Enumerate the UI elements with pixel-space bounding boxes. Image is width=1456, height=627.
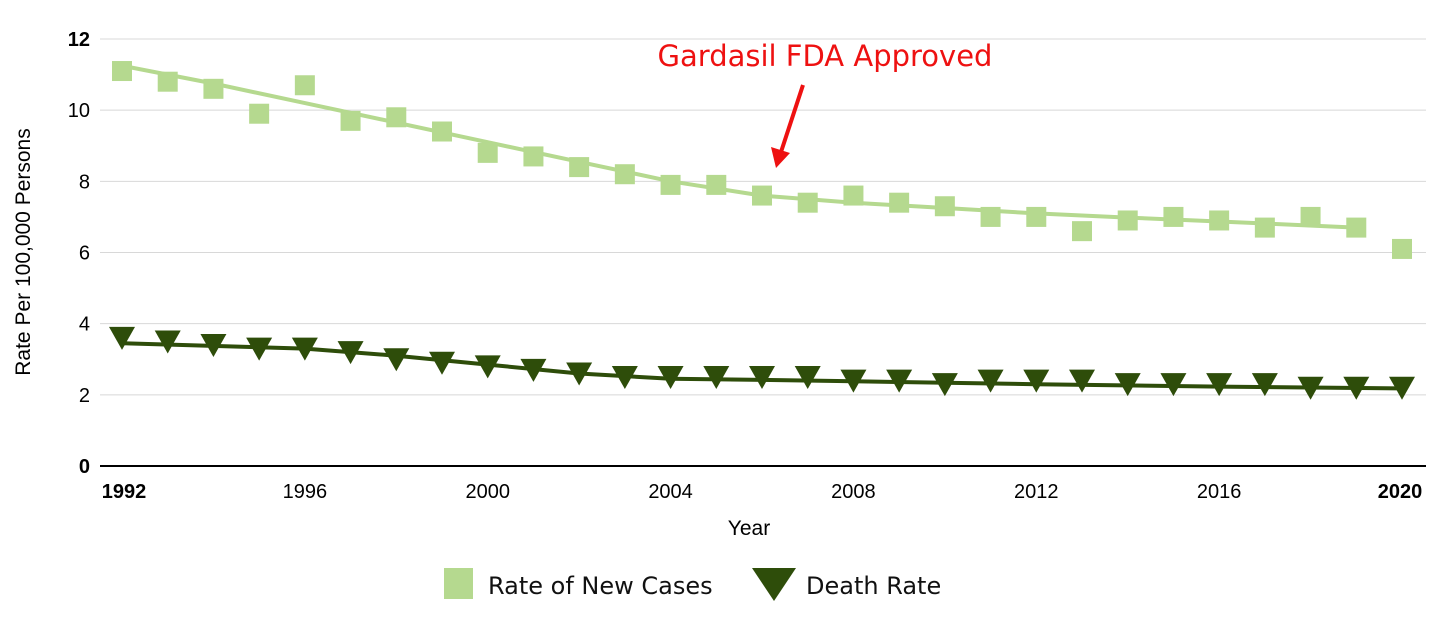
x-tick-label-2000: 2000 (465, 481, 510, 503)
y-tick-label-10: 10 (68, 100, 90, 122)
point-rate-of-new-cases-1994 (203, 78, 224, 99)
point-rate-of-new-cases-2019 (1346, 217, 1367, 238)
point-death-rate-2015 (1160, 373, 1187, 397)
point-death-rate-1998 (383, 348, 410, 372)
point-death-rate-2000 (474, 355, 501, 379)
point-death-rate-2001 (520, 358, 547, 382)
point-rate-of-new-cases-2009 (889, 192, 910, 213)
legend-marker-rate-of-new-cases (444, 568, 473, 599)
point-rate-of-new-cases-2000 (477, 142, 498, 163)
point-rate-of-new-cases-1999 (432, 121, 452, 142)
point-death-rate-2007 (794, 366, 821, 390)
x-axis-title: Year (728, 517, 770, 540)
point-rate-of-new-cases-2005 (706, 174, 727, 195)
x-tick-label-2020: 2020 (1378, 481, 1423, 503)
point-death-rate-1992 (109, 326, 135, 350)
point-death-rate-2019 (1343, 376, 1370, 400)
point-death-rate-2020 (1389, 376, 1415, 400)
point-death-rate-1993 (154, 330, 181, 354)
y-tick-label-2: 2 (79, 385, 90, 407)
gridlines (100, 38, 1426, 396)
point-rate-of-new-cases-2013 (1072, 221, 1092, 242)
point-rate-of-new-cases-2017 (1254, 217, 1275, 238)
y-tick-label-4: 4 (79, 314, 90, 336)
legend-marker-death-rate (752, 568, 796, 601)
y-tick-label-0: 0 (79, 456, 90, 478)
legend: Rate of New Cases Death Rate (444, 568, 941, 601)
point-rate-of-new-cases-1997 (340, 110, 361, 131)
x-tick-label-2016: 2016 (1197, 481, 1242, 503)
point-death-rate-2016 (1206, 373, 1233, 397)
point-death-rate-2018 (1297, 376, 1324, 400)
y-tick-label-8: 8 (79, 171, 90, 193)
point-rate-of-new-cases-2008 (843, 185, 864, 206)
point-death-rate-2013 (1069, 369, 1095, 393)
point-death-rate-2014 (1114, 373, 1141, 397)
annotation-arrow-head (771, 147, 790, 168)
point-rate-of-new-cases-2015 (1163, 206, 1184, 227)
point-death-rate-2006 (749, 366, 775, 390)
point-death-rate-2002 (566, 362, 593, 386)
point-rate-of-new-cases-2010 (934, 196, 955, 217)
x-tick-label-1992: 1992 (102, 481, 147, 503)
y-tick-label-12: 12 (68, 29, 90, 51)
point-death-rate-2012 (1023, 369, 1050, 393)
x-tick-label-2012: 2012 (1014, 481, 1059, 503)
point-rate-of-new-cases-1993 (157, 71, 178, 92)
point-rate-of-new-cases-2014 (1117, 210, 1138, 231)
x-tick-label-2004: 2004 (648, 481, 693, 503)
point-rate-of-new-cases-2006 (752, 185, 772, 206)
point-death-rate-1999 (429, 351, 455, 375)
annotation-arrow (779, 84, 805, 153)
point-death-rate-2003 (611, 366, 638, 390)
y-axis-title: Rate Per 100,000 Persons (12, 128, 35, 376)
point-death-rate-1996 (291, 337, 318, 361)
annotation: Gardasil FDA Approved (658, 39, 993, 168)
point-rate-of-new-cases-2007 (797, 192, 818, 213)
point-rate-of-new-cases-2016 (1209, 210, 1230, 231)
point-death-rate-2008 (840, 369, 867, 393)
point-death-rate-1997 (337, 341, 364, 365)
point-death-rate-2017 (1251, 373, 1278, 397)
point-death-rate-2004 (657, 366, 684, 390)
legend-label-death-rate: Death Rate (806, 572, 941, 600)
point-rate-of-new-cases-2011 (980, 206, 1001, 227)
point-rate-of-new-cases-1995 (249, 103, 270, 124)
point-rate-of-new-cases-1992 (112, 61, 132, 82)
y-tick-label-6: 6 (79, 243, 90, 265)
point-rate-of-new-cases-2003 (614, 164, 635, 185)
point-rate-of-new-cases-2001 (523, 146, 544, 167)
x-axis: 1992 1996 2000 2004 2008 2012 2016 2020 (102, 481, 1423, 503)
point-death-rate-2010 (931, 373, 958, 397)
point-death-rate-2011 (977, 369, 1004, 393)
point-death-rate-1995 (246, 337, 273, 361)
series-rate-of-new-cases (112, 61, 1412, 259)
point-death-rate-1994 (200, 334, 227, 358)
point-rate-of-new-cases-2002 (569, 157, 590, 178)
series-death-rate (109, 326, 1415, 400)
annotation-gardasil-fda-approved: Gardasil FDA Approved (658, 39, 993, 73)
x-tick-label-1996: 1996 (283, 481, 328, 503)
point-rate-of-new-cases-2020 (1392, 238, 1412, 259)
legend-label-rate-of-new-cases: Rate of New Cases (488, 572, 713, 600)
point-death-rate-2009 (886, 369, 913, 393)
x-tick-label-2008: 2008 (831, 481, 876, 503)
point-death-rate-2005 (703, 366, 730, 390)
point-rate-of-new-cases-2004 (660, 174, 681, 195)
point-rate-of-new-cases-2018 (1300, 206, 1321, 227)
point-rate-of-new-cases-2012 (1026, 206, 1047, 227)
point-rate-of-new-cases-1996 (294, 75, 315, 96)
point-rate-of-new-cases-1998 (386, 107, 407, 128)
y-axis: 0 2 4 6 8 10 12 (68, 29, 90, 478)
